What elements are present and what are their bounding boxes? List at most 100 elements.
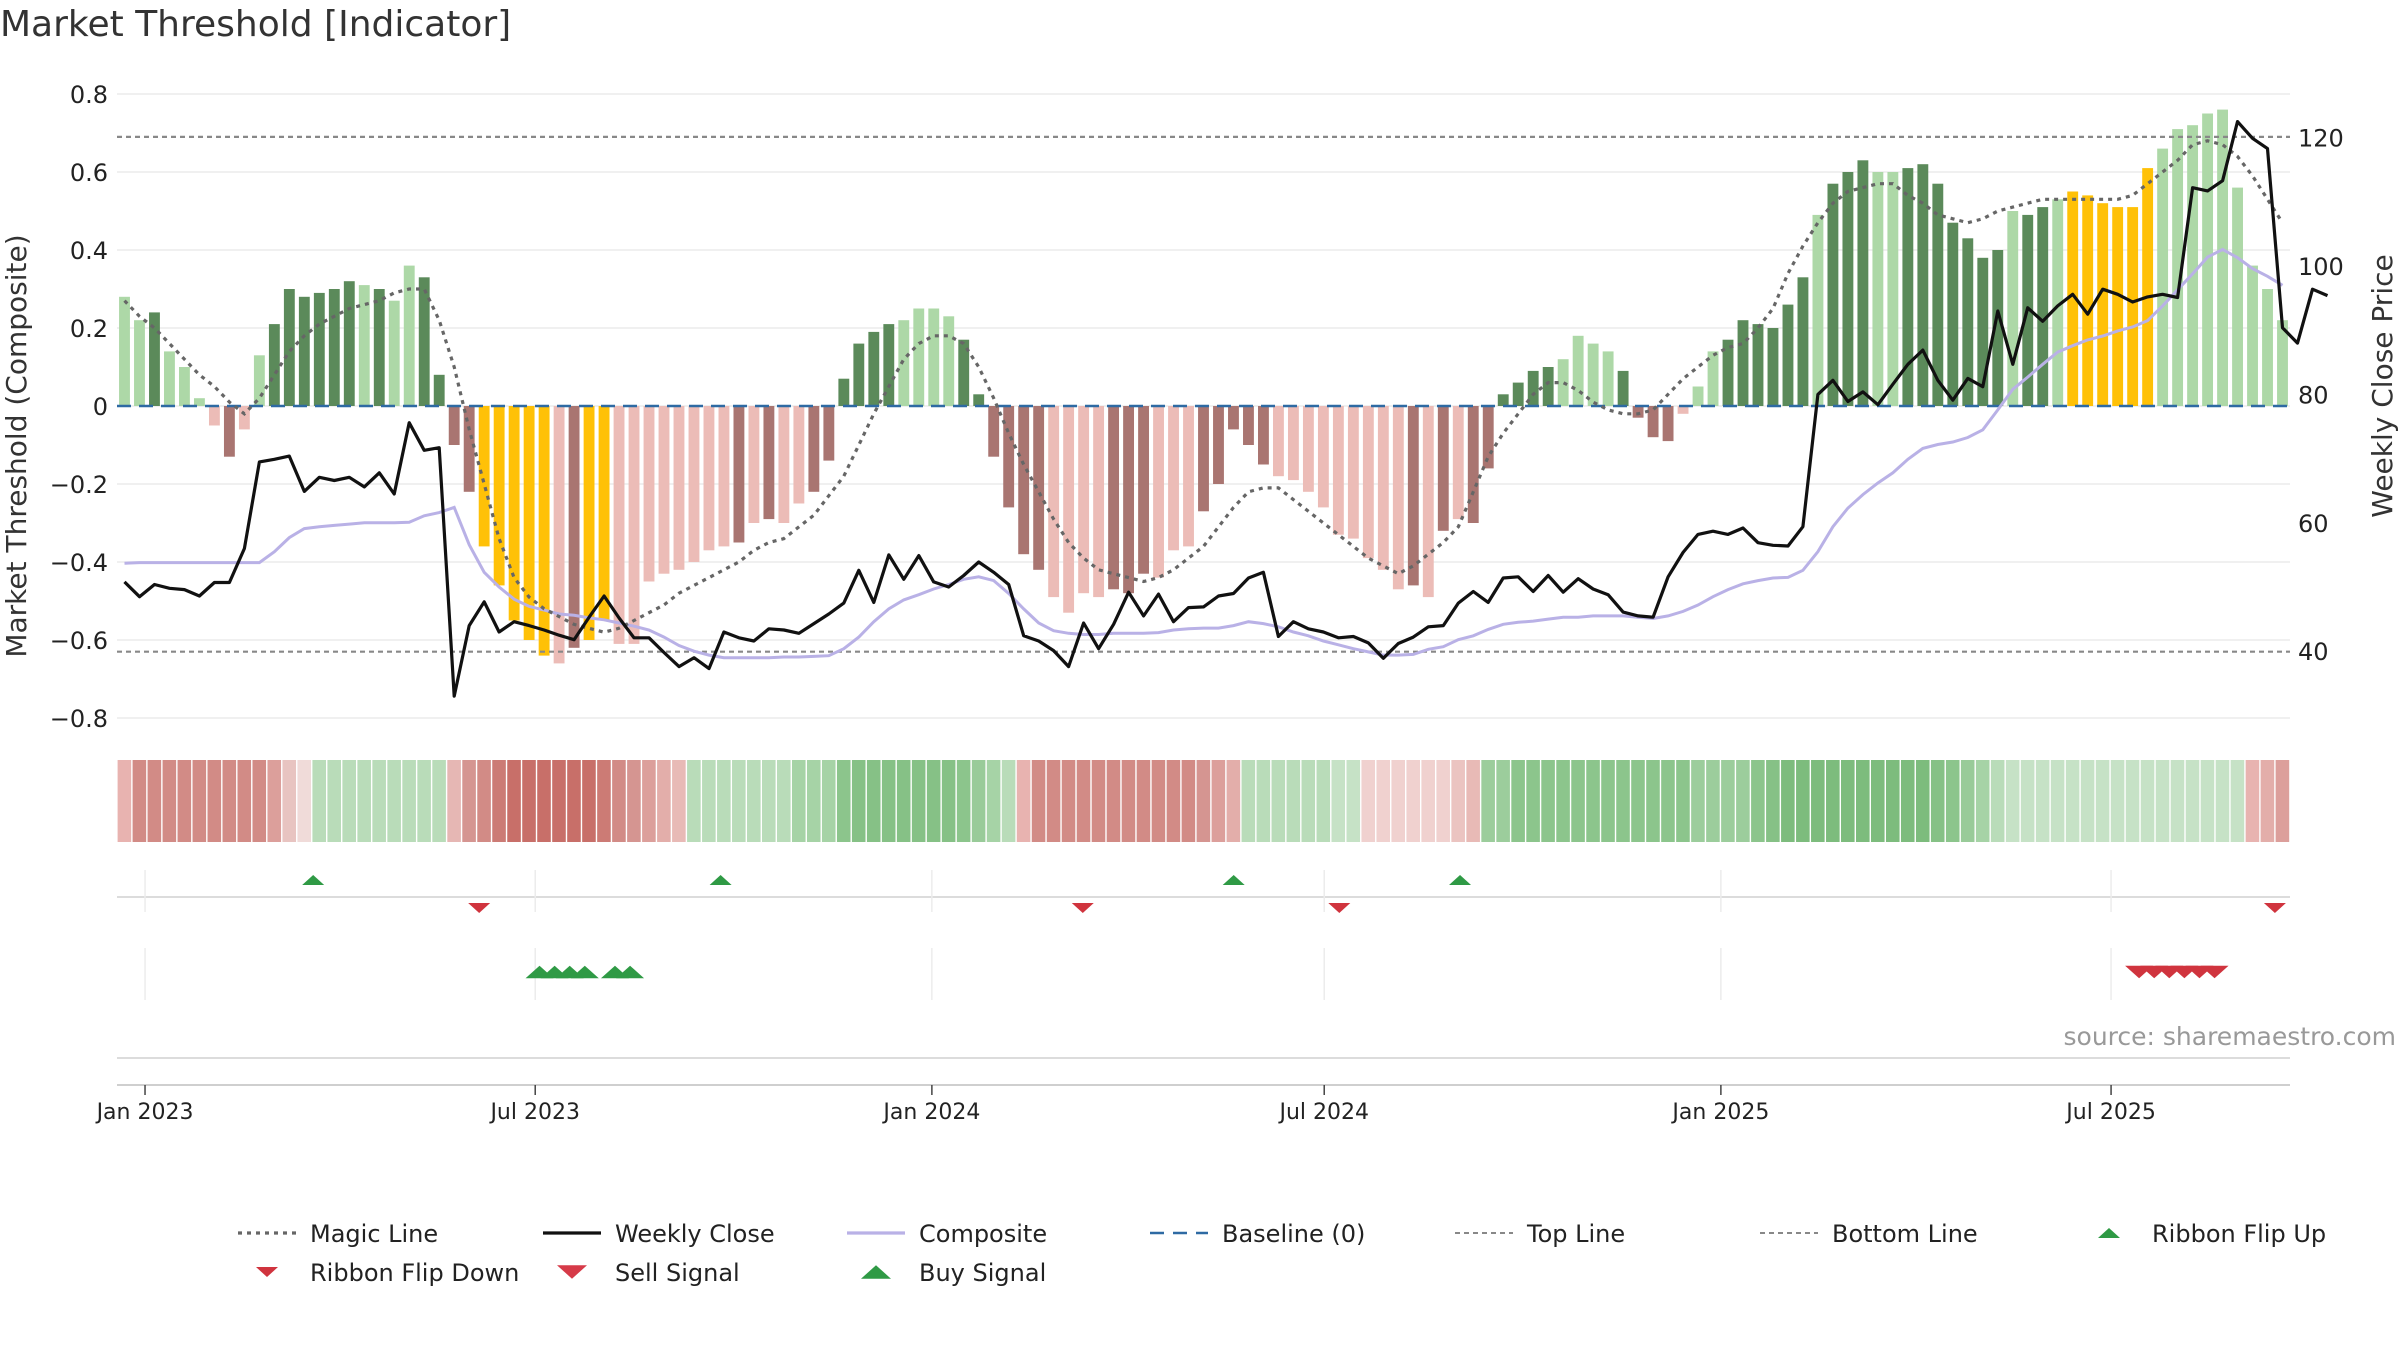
y-tick-label: −0.4 bbox=[50, 549, 108, 577]
composite-bar bbox=[688, 406, 700, 562]
composite-bar bbox=[283, 289, 295, 406]
ribbon-cell bbox=[2005, 760, 2020, 842]
ribbon-cell bbox=[687, 760, 701, 842]
ribbon-cell bbox=[1736, 760, 1750, 842]
ribbon-cell bbox=[2020, 760, 2035, 842]
ribbon-cell bbox=[612, 760, 626, 842]
composite-bar bbox=[1947, 222, 1959, 406]
composite-bar bbox=[1587, 343, 1599, 406]
ribbon-cell bbox=[627, 760, 641, 842]
composite-bar bbox=[1617, 370, 1629, 406]
composite-bar bbox=[508, 406, 520, 621]
composite-bar bbox=[1407, 406, 1419, 586]
y2-tick-label: 40 bbox=[2298, 638, 2329, 666]
composite-bar bbox=[463, 406, 475, 492]
legend-item: Weekly Close bbox=[543, 1220, 775, 1248]
ribbon-cell bbox=[2155, 760, 2170, 842]
ribbon-cell bbox=[1930, 760, 1945, 842]
composite-bar bbox=[358, 285, 370, 406]
composite-bar bbox=[1018, 406, 1030, 555]
ribbon-cell bbox=[222, 760, 237, 842]
sell-signal-marker bbox=[2200, 965, 2229, 979]
composite-bar bbox=[1108, 406, 1120, 590]
magic-line bbox=[123, 139, 2284, 634]
composite-bar bbox=[1347, 406, 1359, 539]
composite-bar bbox=[1452, 406, 1464, 520]
legend-label: Baseline (0) bbox=[1222, 1220, 1365, 1248]
composite-bar bbox=[793, 406, 805, 504]
ribbon-cell bbox=[237, 760, 252, 842]
composite-bar bbox=[1078, 406, 1090, 594]
ribbon-cell bbox=[2275, 760, 2290, 842]
composite-bar bbox=[1003, 406, 1015, 508]
composite-bar bbox=[1437, 406, 1449, 531]
composite-bar bbox=[1632, 406, 1644, 418]
composite-bar bbox=[2247, 265, 2258, 406]
composite-bar bbox=[763, 406, 775, 520]
ribbon-cell bbox=[1091, 760, 1106, 842]
ribbon-flip-down-marker bbox=[1071, 903, 1094, 913]
ribbon-cell bbox=[1001, 760, 1016, 842]
composite-bar bbox=[2262, 289, 2273, 406]
composite-bar bbox=[1317, 406, 1329, 508]
composite-bar bbox=[1692, 386, 1704, 406]
ribbon-cell bbox=[1151, 760, 1166, 842]
ribbon-cell bbox=[567, 760, 581, 842]
composite-bar bbox=[988, 406, 1000, 457]
composite-bar bbox=[2232, 187, 2243, 406]
composite-bar bbox=[2052, 199, 2064, 406]
ribbon-cell bbox=[1511, 760, 1525, 842]
ribbon-cell bbox=[312, 760, 327, 842]
ribbon-cell bbox=[2065, 760, 2080, 842]
legend-swatch bbox=[256, 1267, 278, 1277]
ribbon-cell bbox=[1451, 760, 1465, 842]
legend-swatch bbox=[2098, 1228, 2120, 1238]
composite-bar bbox=[1168, 406, 1179, 551]
composite-bar bbox=[1332, 406, 1344, 535]
ribbon-cell bbox=[1960, 760, 1975, 842]
composite-bar bbox=[1827, 183, 1839, 406]
composite-bar bbox=[1527, 370, 1539, 406]
ribbon-cell bbox=[1481, 760, 1495, 842]
ribbon-cell bbox=[1766, 760, 1780, 842]
composite-bar bbox=[1512, 382, 1524, 406]
composite-bar bbox=[2097, 203, 2109, 406]
ribbon-flip-down-marker bbox=[468, 903, 491, 913]
ribbon-cell bbox=[1811, 760, 1825, 842]
composite-bar bbox=[2037, 207, 2049, 406]
ribbon-cell bbox=[1301, 760, 1316, 842]
composite-bar bbox=[568, 406, 580, 648]
ribbon-cell bbox=[1226, 760, 1241, 842]
ribbon-cell bbox=[132, 760, 147, 842]
ribbon-cell bbox=[2170, 760, 2185, 842]
chart-title: Market Threshold [Indicator] bbox=[0, 4, 512, 45]
composite-bar bbox=[2142, 168, 2154, 406]
composite-bar bbox=[658, 406, 670, 574]
ribbon-cell bbox=[1870, 760, 1885, 842]
composite-bar bbox=[1183, 406, 1194, 547]
legend-swatch bbox=[861, 1265, 891, 1279]
ribbon-flip-up-marker bbox=[1222, 875, 1245, 885]
ribbon-layer bbox=[117, 760, 2290, 842]
ribbon-cell bbox=[642, 760, 656, 842]
ribbon-cell bbox=[821, 760, 836, 842]
composite-bar bbox=[2082, 195, 2094, 406]
ribbon-cell bbox=[162, 760, 177, 842]
legend-item: Buy Signal bbox=[861, 1259, 1046, 1287]
composite-bar bbox=[958, 339, 970, 406]
composite-bar bbox=[448, 406, 460, 445]
ribbon-cell bbox=[2215, 760, 2230, 842]
y-tick-label: 0.2 bbox=[70, 315, 108, 343]
ribbon-cell bbox=[177, 760, 192, 842]
composite-bar bbox=[253, 355, 265, 406]
composite-bar bbox=[538, 406, 550, 656]
composite-bar bbox=[1302, 406, 1314, 492]
composite-bar bbox=[193, 398, 205, 406]
ribbon-cell bbox=[1211, 760, 1226, 842]
ribbon-cell bbox=[1556, 760, 1570, 842]
ribbon-cell bbox=[117, 760, 132, 842]
x-tick-label: Jan 2024 bbox=[881, 1100, 980, 1125]
ribbon-cell bbox=[1885, 760, 1900, 842]
ribbon-cell bbox=[507, 760, 521, 842]
ribbon-cell bbox=[657, 760, 671, 842]
